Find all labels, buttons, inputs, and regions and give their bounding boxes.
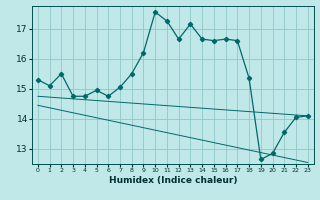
- X-axis label: Humidex (Indice chaleur): Humidex (Indice chaleur): [108, 176, 237, 185]
